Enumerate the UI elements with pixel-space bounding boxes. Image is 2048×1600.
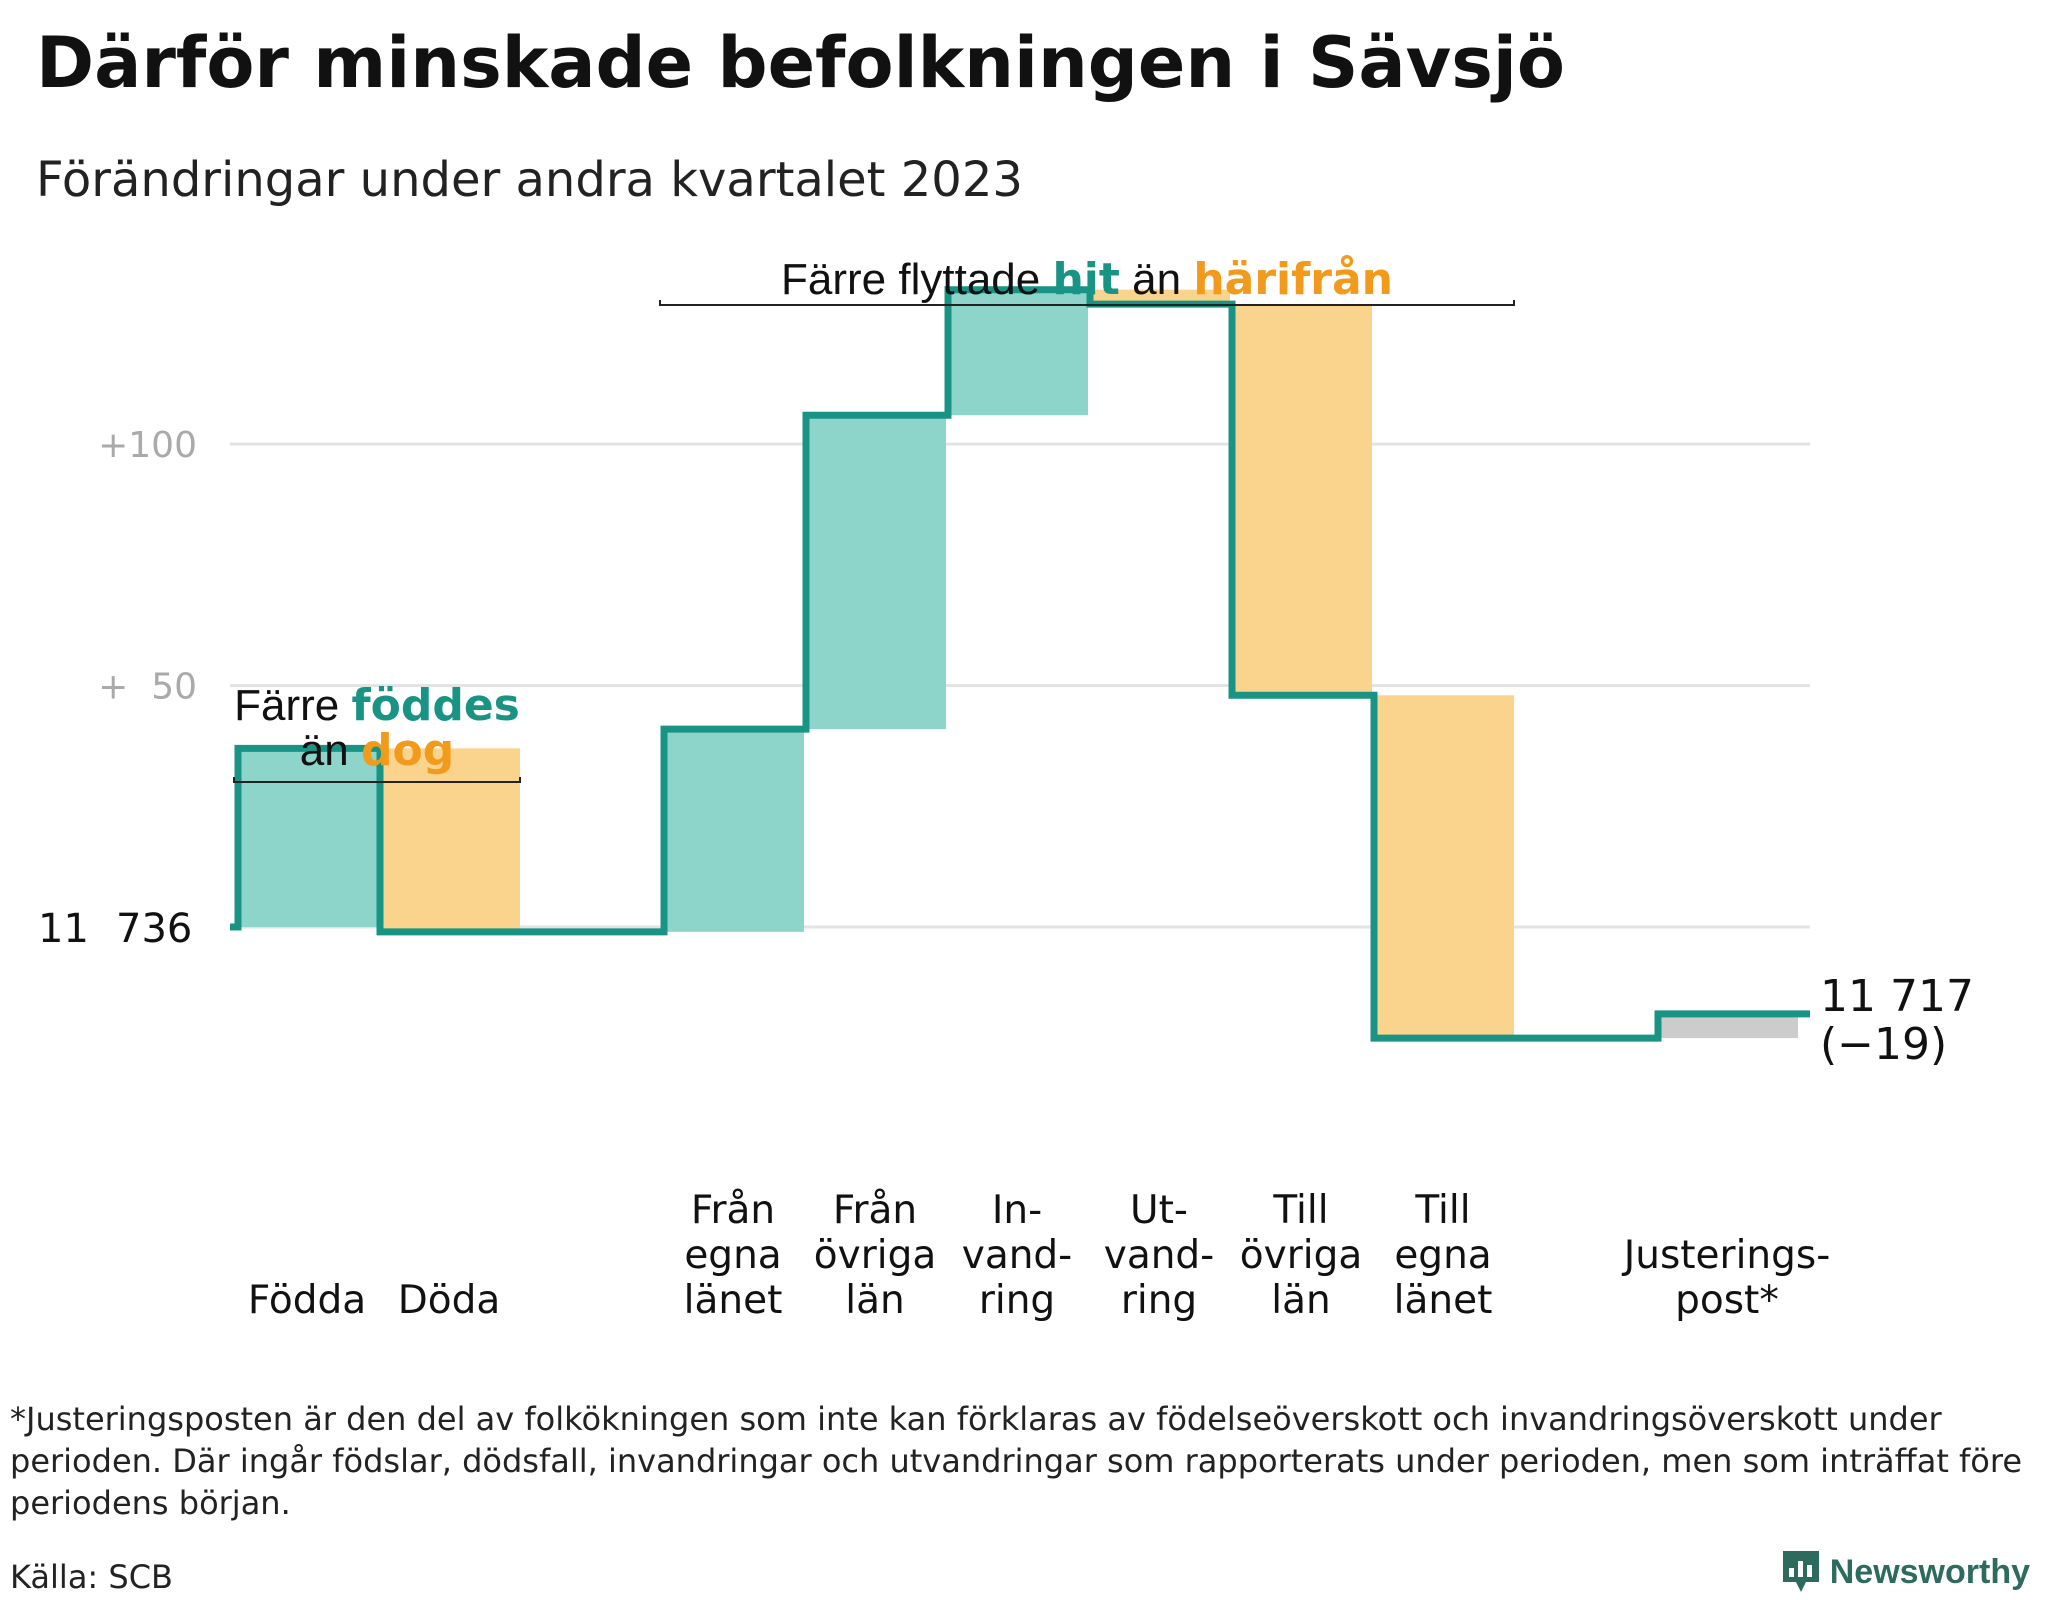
end-value-label: 11 717 [1820,971,1974,1022]
category-label: Från övriga län [814,1188,936,1323]
annotation-text: Färre föddes [234,680,520,731]
annotation-text: Färre flyttade hit än härifrån [781,254,1393,305]
bar-outflow [1374,695,1514,1039]
bar-adjust [1658,1013,1798,1039]
footnote: *Justeringsposten är den del av folkökni… [10,1400,2023,1522]
waterfall-chart: + 50 +100 11 736 Födda Döda Från egna länet Från ö… [38,254,1974,1323]
category-label: Från egna länet [684,1188,783,1323]
start-value-label: 11 736 [38,906,192,952]
category-label: In-vand-ring [962,1188,1073,1323]
end-change-label: (−19) [1820,1019,1947,1070]
bar-outflow [1232,304,1372,696]
newsworthy-logo-icon [1782,1551,1819,1592]
bars [238,289,1798,1039]
annotation-text: än dog [300,725,454,776]
bar-inflow [806,415,946,730]
bar-outflow [380,748,520,932]
category-label: Justerings-post* [1621,1233,1831,1323]
bar-inflow [664,729,804,932]
category-label: Födda [248,1278,366,1323]
chart-title: Därför minskade befolkningen i Sävsjö [36,22,1565,104]
source-note: Källa: SCB [10,1558,173,1596]
annotation-bracket [659,300,1515,306]
y-tick-label: + 50 [98,667,197,708]
bar-inflow [948,289,1088,416]
chart-subtitle: Förändringar under andra kvartalet 2023 [36,152,1023,208]
category-label: Ut-vand-ring [1104,1188,1215,1323]
step-line [230,286,1810,1042]
bar-outflow [1090,289,1230,305]
bar-inflow [238,748,378,928]
annotation-bracket [233,777,521,783]
y-tick-label: +100 [98,425,197,466]
brand-name: Newsworthy [1829,1552,2030,1591]
category-label: Till övriga län [1240,1188,1362,1323]
category-label: Döda [398,1278,501,1323]
labels: + 50 +100 11 736 Födda Döda Från egna länet Från ö… [38,254,1974,1323]
category-label: Till egna länet [1394,1188,1493,1323]
step-line-group [230,286,1810,1042]
brand: Newsworthy [1780,1548,2030,1596]
